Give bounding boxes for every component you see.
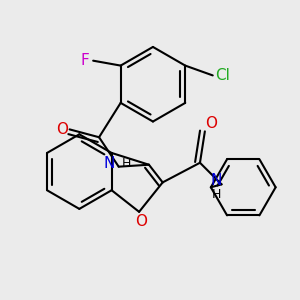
Text: N: N bbox=[211, 173, 222, 188]
Text: H: H bbox=[122, 157, 131, 170]
Text: O: O bbox=[56, 122, 68, 137]
Text: O: O bbox=[135, 214, 147, 229]
Text: N: N bbox=[103, 156, 115, 171]
Text: H: H bbox=[212, 188, 221, 201]
Text: O: O bbox=[205, 116, 217, 131]
Text: Cl: Cl bbox=[215, 68, 230, 83]
Text: F: F bbox=[81, 53, 90, 68]
